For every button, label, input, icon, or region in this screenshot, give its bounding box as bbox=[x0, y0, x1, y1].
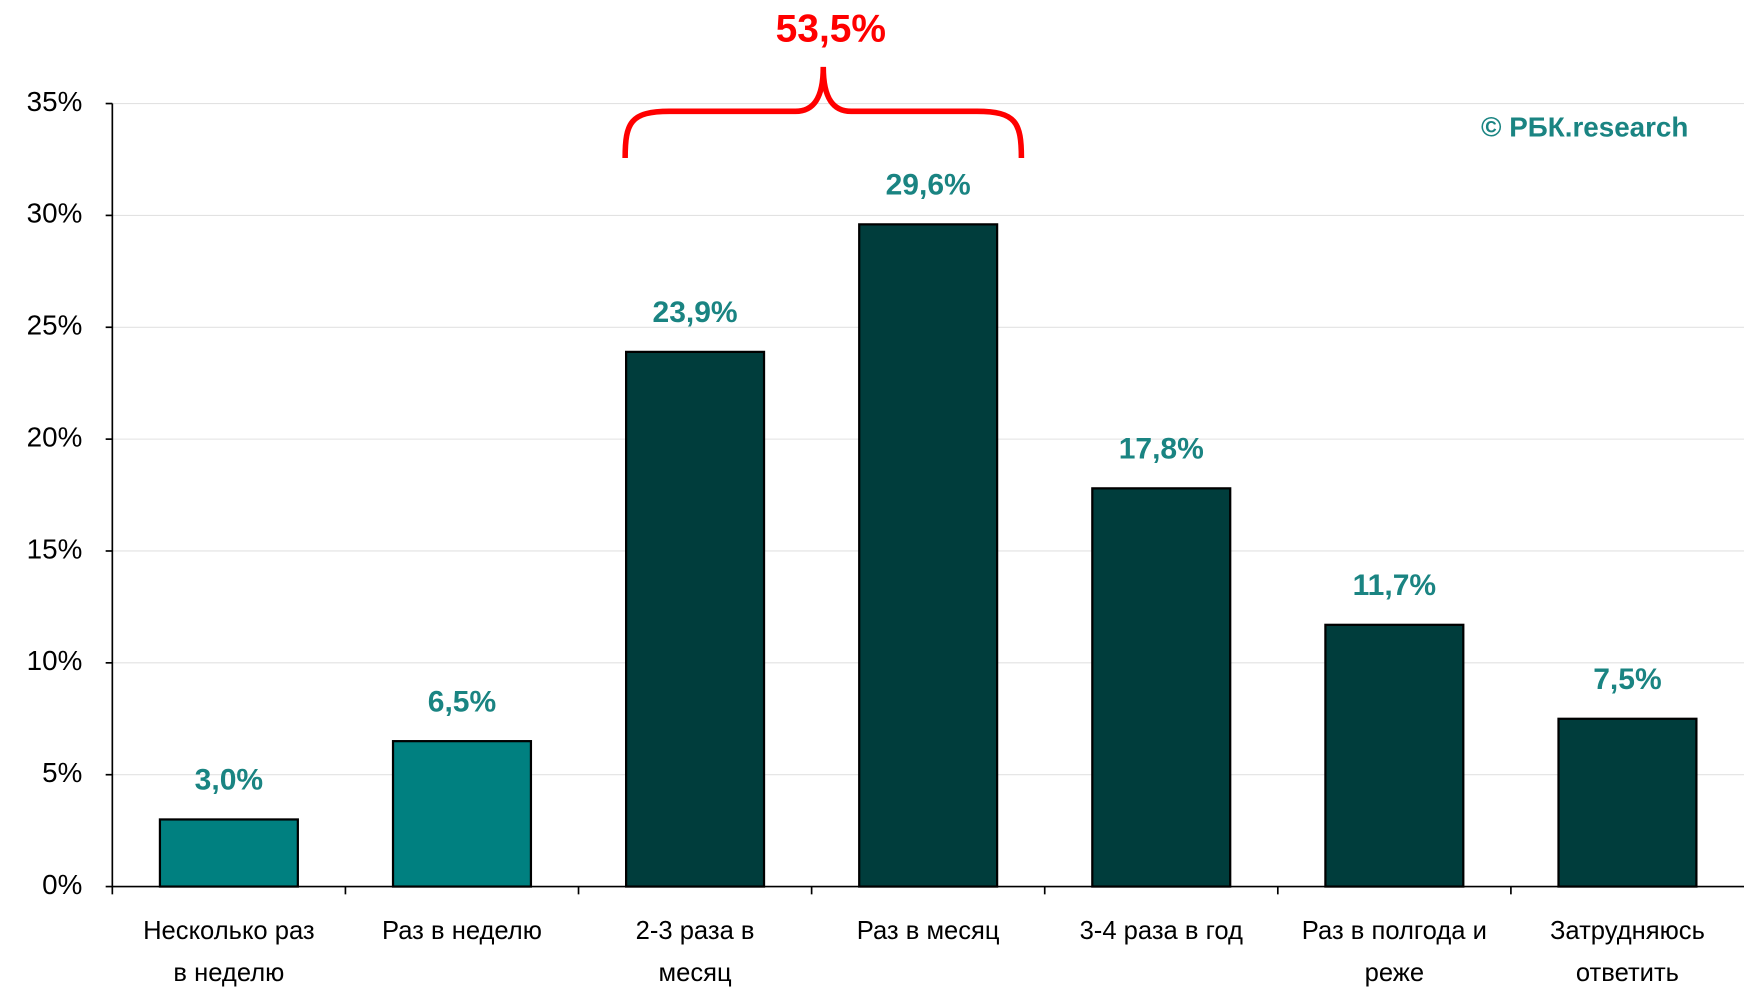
y-tick-label: 30% bbox=[27, 198, 83, 229]
y-tick-label: 20% bbox=[27, 421, 83, 452]
y-tick-label: 25% bbox=[27, 310, 83, 341]
bar bbox=[1557, 717, 1698, 888]
x-tick-label: 3-4 раза в год bbox=[1080, 917, 1243, 945]
value-label: 17,8% bbox=[1119, 432, 1204, 465]
bar bbox=[1091, 487, 1232, 888]
value-label: 23,9% bbox=[653, 296, 738, 329]
x-tick-label: месяц bbox=[659, 959, 732, 987]
x-tick-label: реже bbox=[1365, 959, 1424, 987]
brace bbox=[622, 66, 1025, 159]
x-tick-label: Несколько раз bbox=[143, 917, 315, 945]
x-tick-label: Раз в полгода и bbox=[1302, 917, 1487, 945]
annotation: 53,5% bbox=[776, 8, 886, 51]
x-tick-label: Затрудняюсь bbox=[1550, 917, 1705, 945]
y-tick-label: 35% bbox=[27, 86, 83, 117]
x-tick-label: 2-3 раза в bbox=[636, 917, 755, 945]
y-tick-label: 0% bbox=[42, 869, 82, 900]
value-label: 29,6% bbox=[886, 168, 971, 201]
y-tick-label: 5% bbox=[42, 757, 82, 788]
value-label: 11,7% bbox=[1353, 569, 1436, 602]
x-tick-label: ответить bbox=[1576, 959, 1679, 987]
value-label: 7,5% bbox=[1593, 663, 1661, 696]
y-tick-label: 15% bbox=[27, 533, 83, 564]
value-label: 6,5% bbox=[428, 685, 496, 718]
x-tick-label: Раз в неделю bbox=[382, 917, 542, 945]
value-label: 3,0% bbox=[195, 764, 263, 797]
bar bbox=[625, 350, 766, 888]
bar bbox=[858, 223, 999, 888]
y-tick-label: 10% bbox=[27, 645, 83, 676]
bar bbox=[158, 818, 299, 888]
x-tick-label: в неделю bbox=[173, 959, 284, 987]
source-note: © РБК.research bbox=[1481, 111, 1688, 142]
bar bbox=[1324, 623, 1465, 888]
bar bbox=[391, 740, 533, 888]
x-tick-label: Раз в месяц bbox=[857, 917, 1000, 945]
